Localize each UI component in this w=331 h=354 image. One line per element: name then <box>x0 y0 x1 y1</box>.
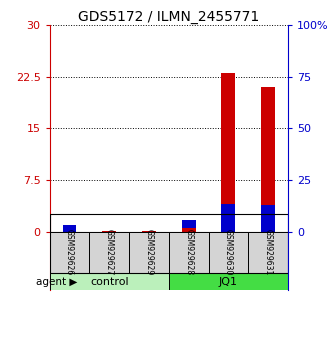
Bar <box>63 225 76 232</box>
Text: control: control <box>90 277 128 287</box>
Bar <box>63 225 76 232</box>
Bar <box>89 232 129 273</box>
Text: GSM929626: GSM929626 <box>65 229 74 275</box>
Bar <box>261 87 275 232</box>
Text: GSM929629: GSM929629 <box>144 229 154 275</box>
Title: GDS5172 / ILMN_2455771: GDS5172 / ILMN_2455771 <box>78 10 260 24</box>
Bar <box>169 232 209 273</box>
Bar <box>102 231 116 232</box>
Text: JQ1: JQ1 <box>219 277 238 287</box>
Bar <box>50 273 169 290</box>
Bar <box>182 228 196 232</box>
Bar <box>129 232 169 273</box>
Bar <box>221 73 235 232</box>
Bar <box>209 232 248 273</box>
Text: GSM929627: GSM929627 <box>105 229 114 275</box>
Text: GSM929631: GSM929631 <box>263 229 273 275</box>
Bar <box>182 228 196 232</box>
Bar <box>50 232 89 273</box>
Bar <box>169 273 288 290</box>
Text: agent ▶: agent ▶ <box>36 277 77 287</box>
Bar <box>63 225 76 232</box>
Text: GSM929630: GSM929630 <box>224 229 233 275</box>
Text: GSM929628: GSM929628 <box>184 229 193 275</box>
Bar <box>248 232 288 273</box>
Bar <box>221 73 235 232</box>
Bar <box>50 215 288 273</box>
Bar <box>142 231 156 232</box>
Bar <box>221 204 235 232</box>
Bar <box>261 87 275 232</box>
Bar <box>182 220 196 232</box>
Bar <box>261 205 275 232</box>
